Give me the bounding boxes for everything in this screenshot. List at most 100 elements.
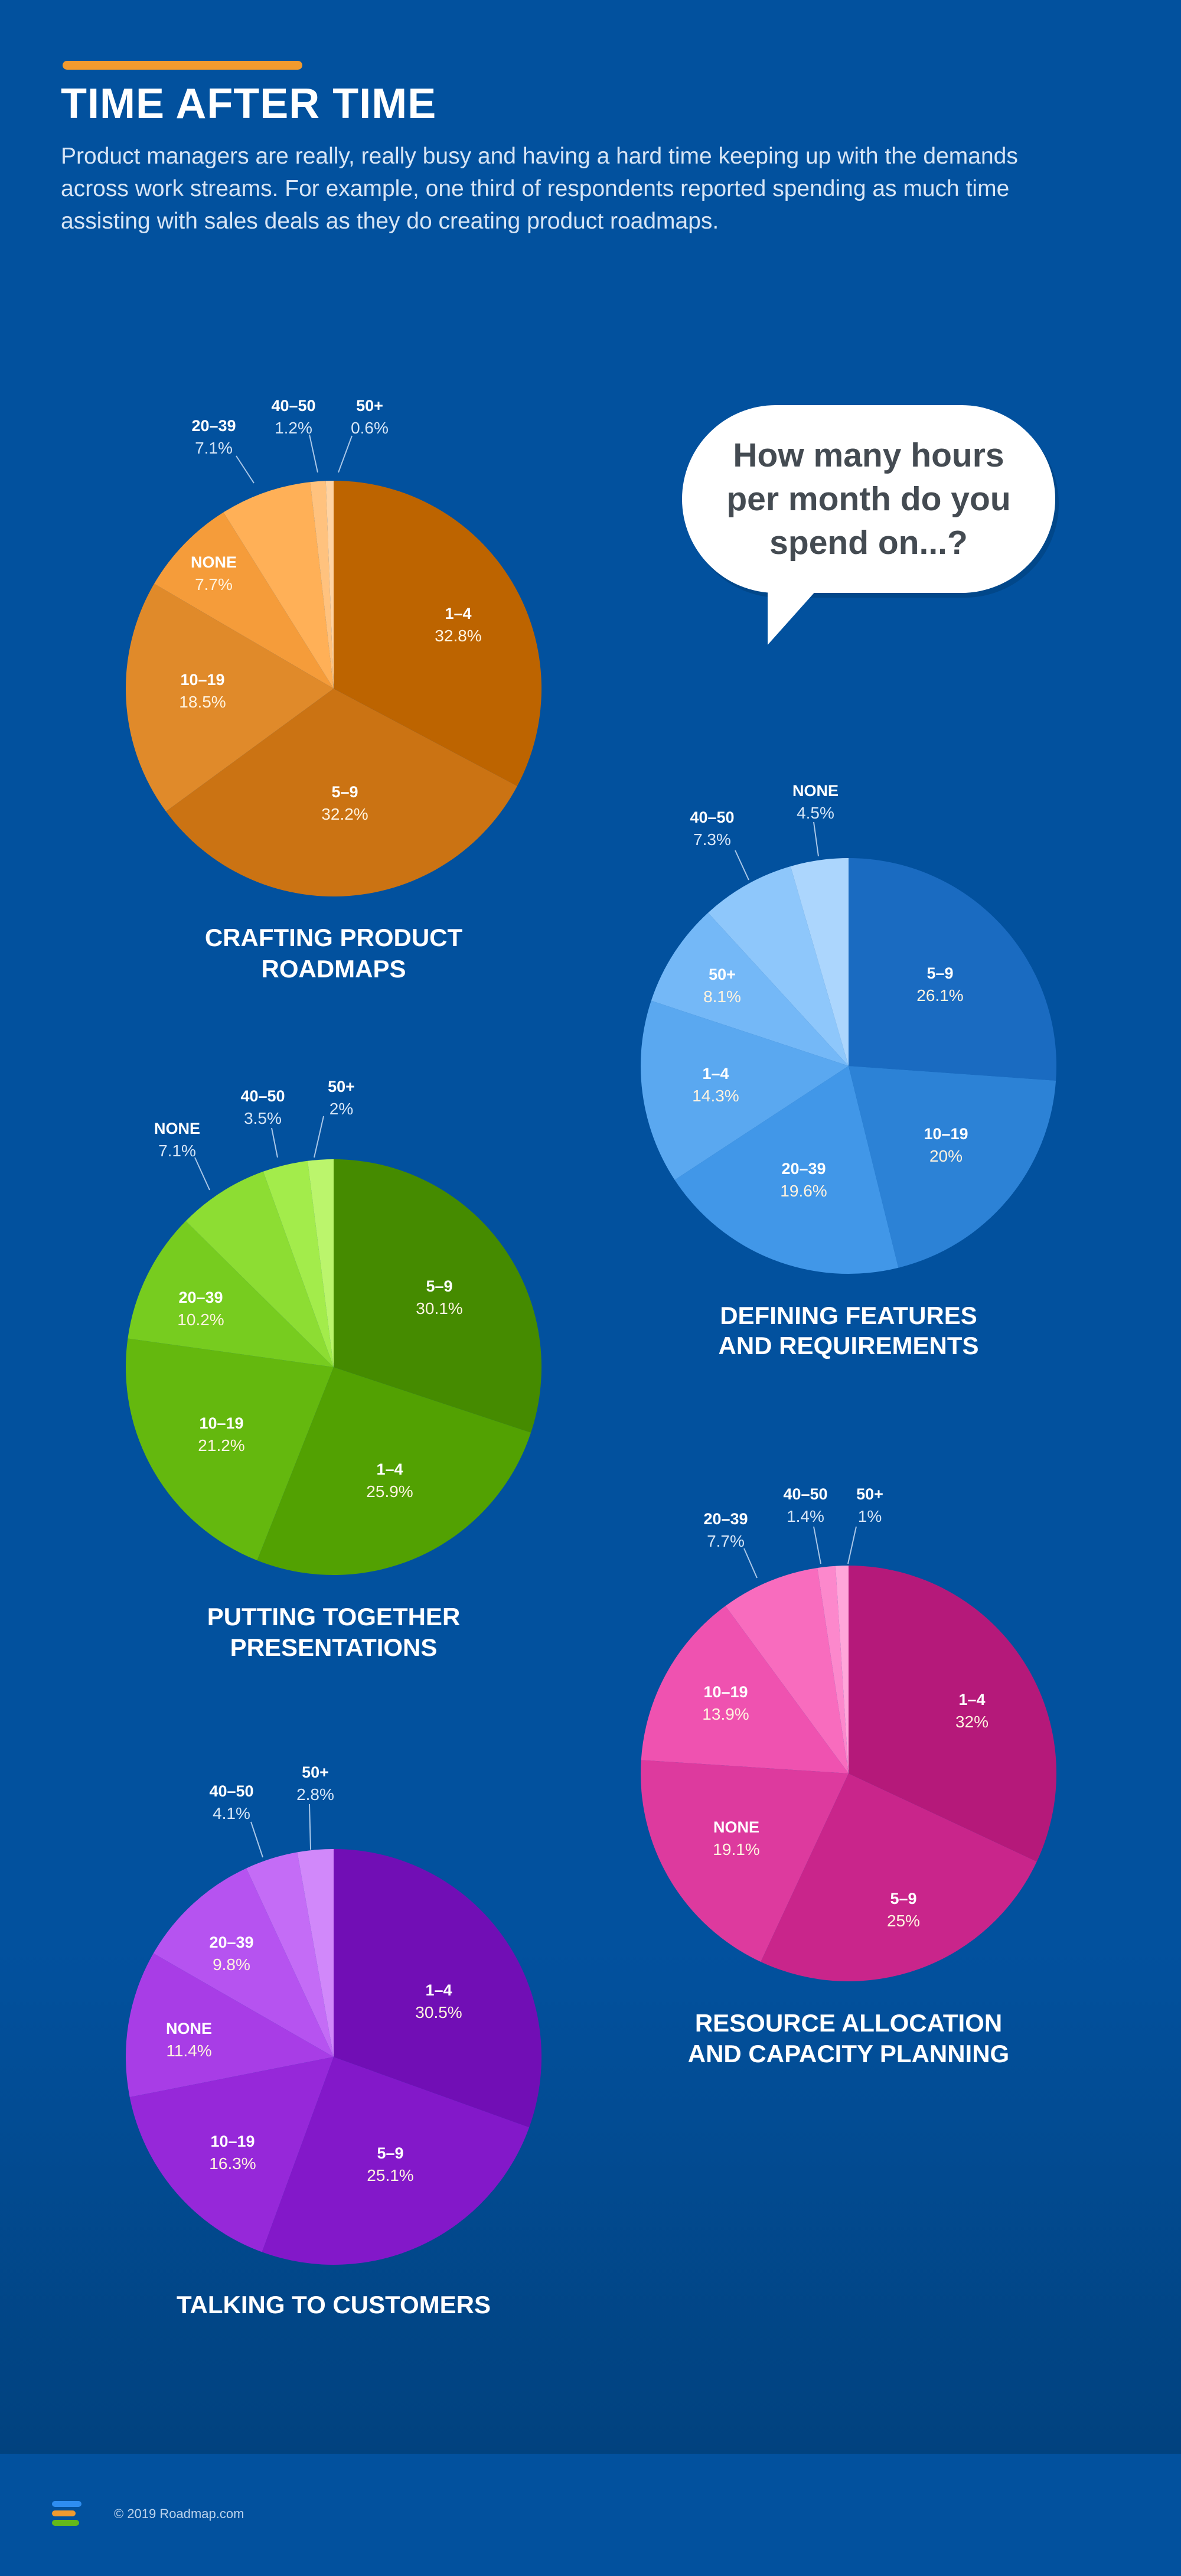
slice-value-1-4: 25.9% — [366, 1482, 413, 1501]
slice-value-none: 11.4% — [166, 2042, 211, 2060]
slice-label-50plus: 50+ — [709, 966, 736, 983]
pie-charts: 1–4 32.8% 5–9 32.2% 10–19 18.5% NONE 7.7% 20–39 7… — [125, 397, 1057, 2319]
leader-line-40-50 — [735, 850, 749, 881]
pie-slice-5-9 — [849, 858, 1057, 1081]
slice-value-10-19: 21.2% — [198, 1436, 244, 1455]
slice-label-1-4: 1–4 — [425, 1981, 452, 1999]
pie-slice-5-9 — [334, 1159, 541, 1433]
slice-value-50plus: 8.1% — [703, 987, 741, 1006]
slice-label-none: NONE — [154, 1120, 200, 1137]
slice-value-10-19: 16.3% — [209, 2154, 256, 2173]
slice-label-10-19: 10–19 — [199, 1414, 243, 1432]
leader-line-40-50 — [250, 1821, 263, 1858]
slice-value-50plus: 1% — [858, 1507, 882, 1525]
slice-value-40-50: 1.2% — [275, 419, 312, 437]
chart-title-2: DEFINING FEATURES AND REQUIREMENTS — [718, 1302, 978, 1359]
bubble-tail — [768, 579, 827, 645]
slice-value-5-9: 25.1% — [367, 2166, 413, 2184]
slice-label-50plus: 50+ — [302, 1763, 329, 1781]
slice-value-40-50: 3.5% — [244, 1109, 282, 1127]
accent-bar — [63, 61, 302, 70]
slice-label-40-50: 40–50 — [271, 397, 315, 415]
pie-slice-50plus — [307, 1159, 334, 1367]
slice-label-50plus: 50+ — [328, 1078, 355, 1095]
leader-line-none — [813, 821, 819, 857]
pie-slice-1-4 — [640, 1000, 849, 1180]
leader-line-50plus — [338, 435, 353, 473]
slice-label-40-50: 40–50 — [209, 1782, 253, 1800]
slice-label-none: NONE — [792, 782, 839, 800]
pie-slice-50plus — [325, 481, 334, 689]
slice-value-1-4: 14.3% — [692, 1087, 739, 1105]
pie-slice-40-50 — [310, 481, 334, 689]
slice-label-none: NONE — [166, 2020, 212, 2037]
slice-label-5-9: 5–9 — [331, 783, 358, 801]
slice-label-10-19: 10–19 — [180, 671, 224, 689]
pie-slice-20-39 — [223, 482, 334, 689]
pie-slice-none — [185, 1171, 334, 1367]
question-bubble: How many hours per month do you spend on… — [682, 405, 1055, 593]
slice-label-10-19: 10–19 — [210, 2132, 255, 2150]
slice-label-5-9: 5–9 — [926, 964, 953, 982]
pie-slice-20-39 — [674, 1066, 899, 1274]
pie-slice-10-19 — [641, 1606, 849, 1773]
slice-value-10-19: 13.9% — [702, 1705, 749, 1723]
slice-label-10-19: 10–19 — [703, 1683, 748, 1701]
slice-value-1-4: 30.5% — [415, 2003, 462, 2021]
pie-slice-10-19 — [125, 583, 334, 812]
slice-value-20-39: 7.7% — [707, 1532, 745, 1550]
pie-slice-none — [126, 1953, 334, 2098]
slice-label-40-50: 40–50 — [240, 1087, 285, 1105]
slice-value-40-50: 4.1% — [213, 1804, 250, 1822]
pie-chart-4: 1–4 32% 5–9 25% NONE 19.1% 10–19 13.9% 20–39 7.7%… — [641, 1485, 1056, 2068]
chart-title-1: CRAFTING PRODUCT ROADMAPS — [205, 924, 463, 983]
leader-line-40-50 — [271, 1127, 278, 1158]
slice-value-none: 7.7% — [195, 575, 233, 594]
pie-chart-3: 5–9 30.1% 1–4 25.9% 10–19 21.2% 20–39 10.2% NONE… — [126, 1078, 541, 1661]
pie-slice-1-4 — [334, 1849, 542, 2128]
pie-slice-10-19 — [129, 2057, 334, 2252]
slice-label-20-39: 20–39 — [178, 1289, 223, 1306]
chart-title-4: RESOURCE ALLOCATION AND CAPACITY PLANNING — [688, 2009, 1009, 2068]
slice-label-5-9: 5–9 — [377, 2144, 403, 2162]
leader-line-20-39 — [743, 1548, 758, 1579]
slice-label-5-9: 5–9 — [890, 1890, 916, 1907]
slice-label-20-39: 20–39 — [703, 1510, 748, 1528]
slice-value-5-9: 32.2% — [321, 805, 368, 823]
slice-value-50plus: 0.6% — [351, 419, 389, 437]
slice-value-20-39: 10.2% — [177, 1310, 224, 1329]
pie-slice-1-4 — [257, 1367, 531, 1575]
leader-line-none — [194, 1157, 210, 1191]
pie-slice-1-4 — [334, 481, 542, 787]
pie-slice-1-4 — [849, 1566, 1056, 1862]
slice-label-20-39: 20–39 — [191, 417, 236, 435]
slice-value-5-9: 26.1% — [916, 986, 963, 1005]
slice-value-20-39: 7.1% — [195, 439, 233, 457]
leader-line-50plus — [314, 1116, 324, 1158]
page-subtitle: Product managers are really, really busy… — [61, 144, 1018, 234]
slice-label-50plus: 50+ — [356, 397, 383, 415]
footer: © 2019 Roadmap.com — [0, 2454, 1181, 2576]
chart-title-5: TALKING TO CUSTOMERS — [177, 2291, 491, 2319]
slice-label-1-4: 1–4 — [376, 1460, 403, 1478]
pie-slice-5-9 — [761, 1773, 1037, 1981]
pie-slice-50plus — [835, 1566, 849, 1773]
leader-line-50plus — [309, 1804, 311, 1850]
pie-chart-1: 1–4 32.8% 5–9 32.2% 10–19 18.5% NONE 7.7% 20–39 7… — [125, 397, 542, 983]
pie-slice-50plus — [297, 1849, 334, 2057]
leader-line-50plus — [847, 1526, 857, 1564]
slice-label-20-39: 20–39 — [209, 1933, 253, 1951]
copyright: © 2019 Roadmap.com — [114, 2506, 244, 2521]
roadmap-logo-icon — [52, 2501, 81, 2526]
slice-label-5-9: 5–9 — [426, 1277, 452, 1295]
pie-slice-5-9 — [262, 2057, 530, 2265]
slice-label-40-50: 40–50 — [783, 1485, 827, 1503]
slice-value-40-50: 1.4% — [787, 1507, 824, 1525]
pie-slice-10-19 — [849, 1066, 1056, 1268]
pie-slice-5-9 — [166, 689, 517, 897]
slice-label-40-50: 40–50 — [690, 808, 734, 826]
slice-label-1-4: 1–4 — [445, 605, 471, 622]
slice-value-none: 4.5% — [797, 804, 834, 822]
pie-slice-none — [154, 512, 334, 689]
pie-slice-50plus — [651, 912, 849, 1066]
